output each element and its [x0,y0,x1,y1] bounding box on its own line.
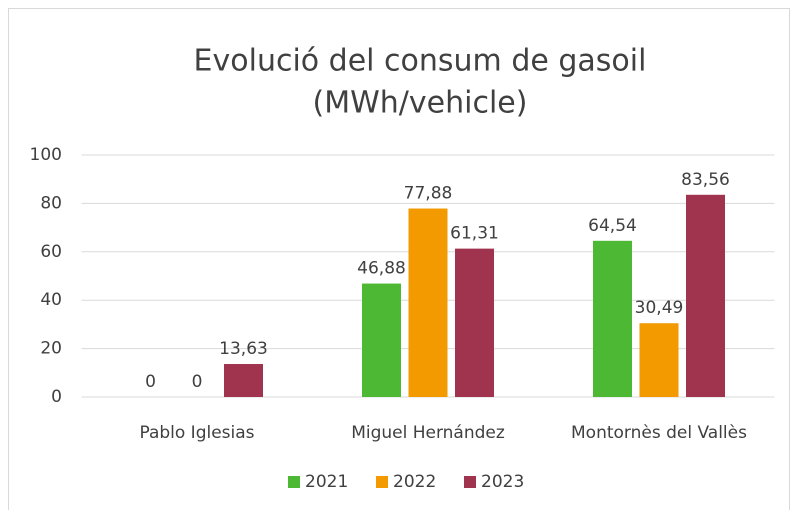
value-label: 30,49 [635,298,684,318]
value-label: 0 [145,372,156,392]
bar [455,248,494,397]
chart-title: (MWh/vehicle) [313,86,528,121]
value-label: 0 [192,372,203,392]
legend-label: 2022 [393,472,436,492]
y-tick-label: 100 [30,145,62,165]
legend-label: 2023 [481,472,524,492]
legend-label: 2021 [305,472,348,492]
x-tick-label: Pablo Iglesias [139,423,254,443]
bar [686,194,725,397]
legend-swatch [288,476,300,488]
legend-swatch [376,476,388,488]
chart-border [8,8,790,514]
value-label: 61,31 [450,224,499,244]
bar [408,208,448,397]
chart-title: Evolució del consum de gasoil [194,44,647,79]
x-tick-label: Montornès del Vallès [571,423,747,443]
x-tick-label: Miguel Hernández [351,423,505,443]
y-tick-label: 40 [40,290,62,310]
legend-swatch [464,476,476,488]
bar [639,323,679,397]
y-tick-label: 0 [51,387,62,407]
bar [593,240,632,397]
bar [362,283,401,397]
value-label: 13,63 [219,339,268,359]
bar [224,364,263,397]
value-label: 77,88 [404,184,453,204]
y-tick-label: 80 [40,193,62,213]
value-label: 64,54 [588,216,637,236]
value-label: 83,56 [681,170,730,190]
y-tick-label: 60 [40,242,62,262]
value-label: 46,88 [357,259,406,279]
y-tick-label: 20 [40,339,62,359]
